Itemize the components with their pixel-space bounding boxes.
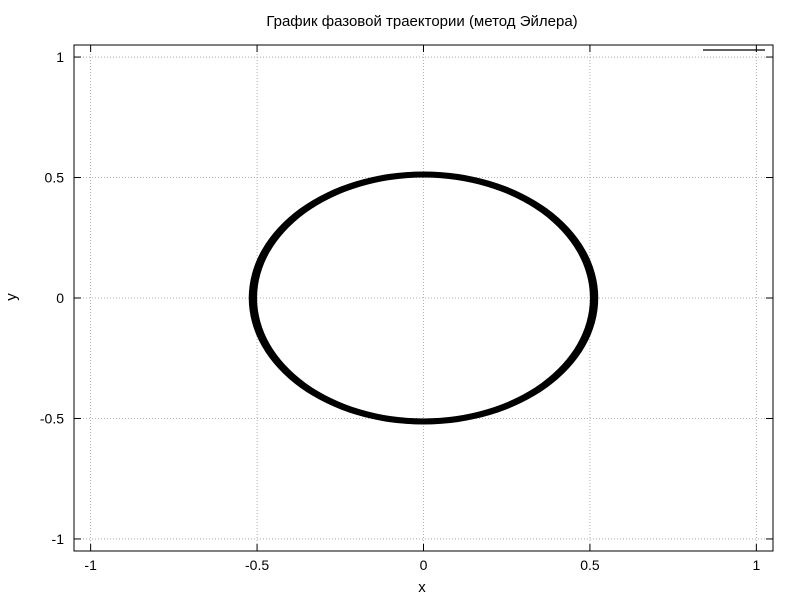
x-tick-label: -0.5 — [245, 557, 269, 573]
x-tick-label: 0.5 — [580, 557, 600, 573]
x-tick-label: 1 — [752, 557, 760, 573]
chart-title: График фазовой траектории (метод Эйлера) — [266, 13, 577, 30]
tick-labels: -1 -0.5 0 0.5 1 -1 -0.5 0 0.5 1 — [40, 49, 761, 573]
y-tick-label: 0.5 — [45, 170, 65, 186]
x-tick-label: 0 — [420, 557, 428, 573]
x-tick-label: -1 — [84, 557, 97, 573]
y-tick-label: 1 — [56, 49, 64, 65]
y-tick-label: -0.5 — [40, 410, 64, 426]
y-tick-label: -1 — [52, 531, 65, 547]
axis-ticks — [74, 45, 773, 551]
y-tick-label: 0 — [56, 290, 64, 306]
y-axis-label: y — [3, 293, 20, 301]
x-axis-label: x — [418, 579, 426, 596]
grid — [74, 45, 773, 551]
